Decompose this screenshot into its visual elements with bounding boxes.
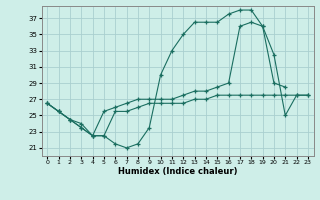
X-axis label: Humidex (Indice chaleur): Humidex (Indice chaleur) bbox=[118, 167, 237, 176]
